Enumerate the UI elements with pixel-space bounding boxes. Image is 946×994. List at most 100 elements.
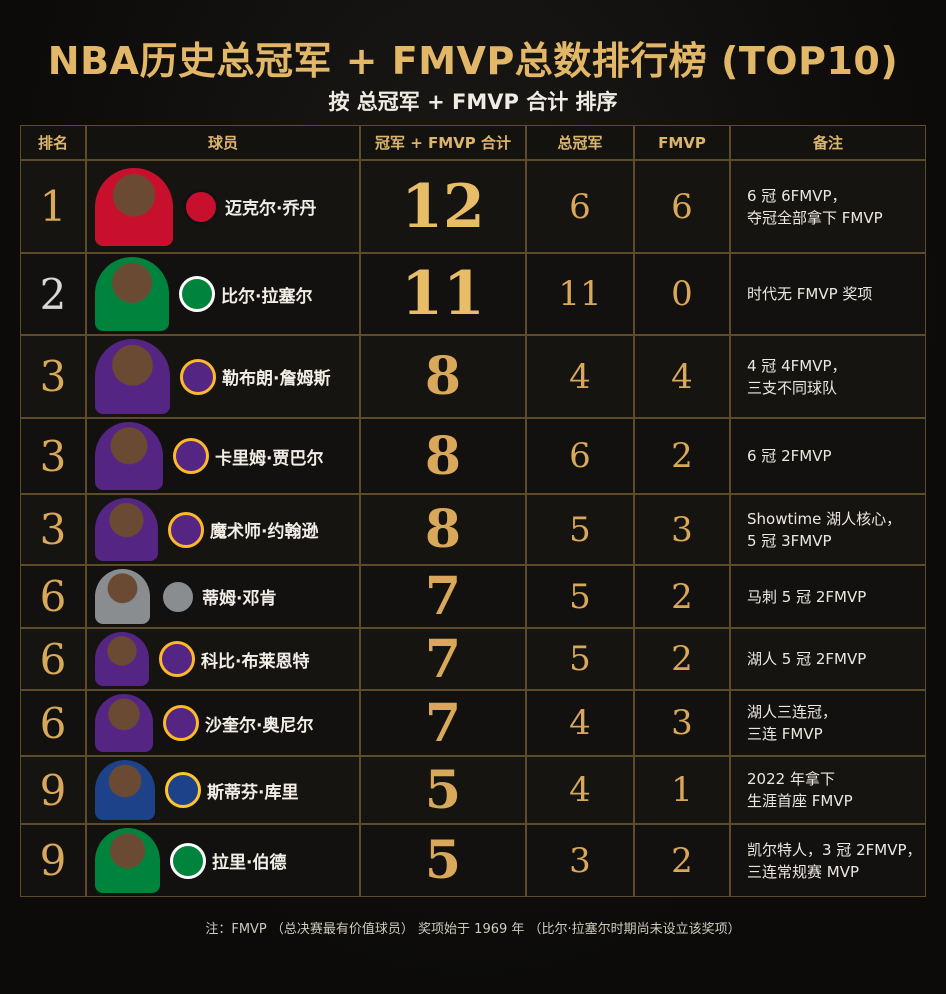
- rank: 3: [20, 494, 86, 565]
- subtitle: 按 总冠军 + FMVP 合计 排序: [328, 90, 618, 114]
- team-logo: [170, 842, 206, 879]
- championships: 5: [526, 565, 634, 628]
- note-line: Showtime 湖人核心，: [747, 509, 902, 528]
- note-cell: 6 冠 2FMVP: [730, 418, 926, 494]
- team-logo: [163, 705, 199, 741]
- rank: 9: [20, 756, 86, 824]
- title: NBA历史总冠军 + FMVP总数排行榜 (TOP10): [47, 39, 899, 83]
- championships: 5: [526, 628, 634, 690]
- total: 7: [360, 690, 526, 756]
- fmvp: 4: [634, 335, 730, 418]
- player-cell: 斯蒂芬·库里: [86, 756, 360, 824]
- championships: 6: [526, 418, 634, 494]
- column-header: 冠军 + FMVP 合计: [360, 125, 526, 160]
- note-cell: 凯尔特人，3 冠 2FMVP， 三连常规赛 MVP: [730, 824, 926, 897]
- rank: 3: [20, 335, 86, 418]
- player-cell: 比尔·拉塞尔: [86, 253, 360, 335]
- championships: 3: [526, 824, 634, 897]
- note-cell: 马刺 5 冠 2FMVP: [730, 565, 926, 628]
- rank: 6: [20, 628, 86, 690]
- note-line: 5 冠 3FMVP: [747, 531, 832, 550]
- championships: 5: [526, 494, 634, 565]
- rank: 1: [20, 160, 86, 253]
- player-name: 蒂姆·邓肯: [202, 589, 277, 609]
- total: 8: [360, 418, 526, 494]
- team-logo: [165, 772, 201, 808]
- team-logo: [183, 188, 219, 225]
- player-name: 卡里姆·贾巴尔: [215, 448, 324, 469]
- player-name: 勒布朗·詹姆斯: [222, 369, 331, 389]
- player-photo: [95, 422, 163, 490]
- player-name: 迈克尔·乔丹: [225, 199, 317, 219]
- championships: 6: [526, 160, 634, 253]
- player-name: 斯蒂芬·库里: [207, 782, 299, 803]
- player-name: 魔术师·约翰逊: [210, 522, 319, 542]
- player-photo: [95, 760, 155, 820]
- note-cell: 4 冠 4FMVP， 三支不同球队: [730, 335, 926, 418]
- rank: 2: [20, 253, 86, 335]
- player-cell: 勒布朗·詹姆斯: [86, 335, 360, 418]
- fmvp: 3: [634, 494, 730, 565]
- total: 5: [360, 756, 526, 824]
- player-photo: [95, 498, 158, 561]
- note-line: 生涯首座 FMVP: [747, 792, 853, 810]
- total: 7: [360, 628, 526, 690]
- note-line: 4 冠 4FMVP，: [747, 356, 847, 375]
- fmvp: 1: [634, 756, 730, 824]
- column-header: FMVP: [634, 125, 730, 160]
- column-header: 排名: [20, 125, 86, 160]
- player-photo: [95, 167, 173, 246]
- total: 7: [360, 565, 526, 628]
- player-name: 比尔·拉塞尔: [221, 286, 313, 307]
- player-cell: 迈克尔·乔丹: [86, 160, 360, 253]
- note-line: 时代无 FMVP 奖项: [747, 285, 873, 303]
- championships: 4: [526, 756, 634, 824]
- team-logo: [179, 276, 215, 312]
- note-cell: 6 冠 6FMVP， 夺冠全部拿下 FMVP: [730, 160, 926, 253]
- championships: 4: [526, 335, 634, 418]
- note-line: 湖人 5 冠 2FMVP: [747, 650, 867, 668]
- note-line: 凯尔特人，3 冠 2FMVP，: [747, 840, 922, 859]
- championships: 11: [526, 253, 634, 335]
- player-photo: [95, 632, 149, 686]
- team-logo: [160, 578, 196, 615]
- note-cell: 湖人 5 冠 2FMVP: [730, 628, 926, 690]
- player-photo: [95, 828, 160, 893]
- rank: 6: [20, 565, 86, 628]
- fmvp: 2: [634, 565, 730, 628]
- rank: 3: [20, 418, 86, 494]
- team-logo: [173, 438, 209, 474]
- note-line: 三连常规赛 MVP: [747, 862, 860, 881]
- note-line: 三支不同球队: [747, 378, 838, 397]
- footnote: 注：FMVP （总决赛最有价值球员） 奖项始于 1969 年 （比尔·拉塞尔时期…: [205, 922, 741, 937]
- player-cell: 卡里姆·贾巴尔: [86, 418, 360, 494]
- fmvp: 2: [634, 418, 730, 494]
- player-cell: 科比·布莱恩特: [86, 628, 360, 690]
- player-cell: 魔术师·约翰逊: [86, 494, 360, 565]
- note-line: 6 冠 2FMVP: [747, 447, 832, 465]
- note-line: 湖人三连冠，: [747, 703, 838, 721]
- total: 11: [360, 253, 526, 335]
- note-cell: Showtime 湖人核心， 5 冠 3FMVP: [730, 494, 926, 565]
- note-line: 2022 年拿下: [747, 770, 835, 788]
- note-line: 马刺 5 冠 2FMVP: [747, 587, 867, 606]
- player-photo: [95, 694, 153, 752]
- player-name: 沙奎尔·奥尼尔: [205, 715, 314, 736]
- fmvp: 2: [634, 628, 730, 690]
- note-line: 夺冠全部拿下 FMVP: [747, 208, 883, 227]
- player-cell: 沙奎尔·奥尼尔: [86, 690, 360, 756]
- team-logo: [159, 641, 195, 677]
- total: 8: [360, 494, 526, 565]
- player-photo: [95, 569, 150, 624]
- rank: 9: [20, 824, 86, 897]
- player-photo: [95, 339, 170, 414]
- total: 5: [360, 824, 526, 897]
- rank: 6: [20, 690, 86, 756]
- fmvp: 2: [634, 824, 730, 897]
- total: 12: [360, 160, 526, 253]
- note-cell: 2022 年拿下 生涯首座 FMVP: [730, 756, 926, 824]
- note-cell: 时代无 FMVP 奖项: [730, 253, 926, 335]
- player-photo: [95, 257, 169, 331]
- fmvp: 6: [634, 160, 730, 253]
